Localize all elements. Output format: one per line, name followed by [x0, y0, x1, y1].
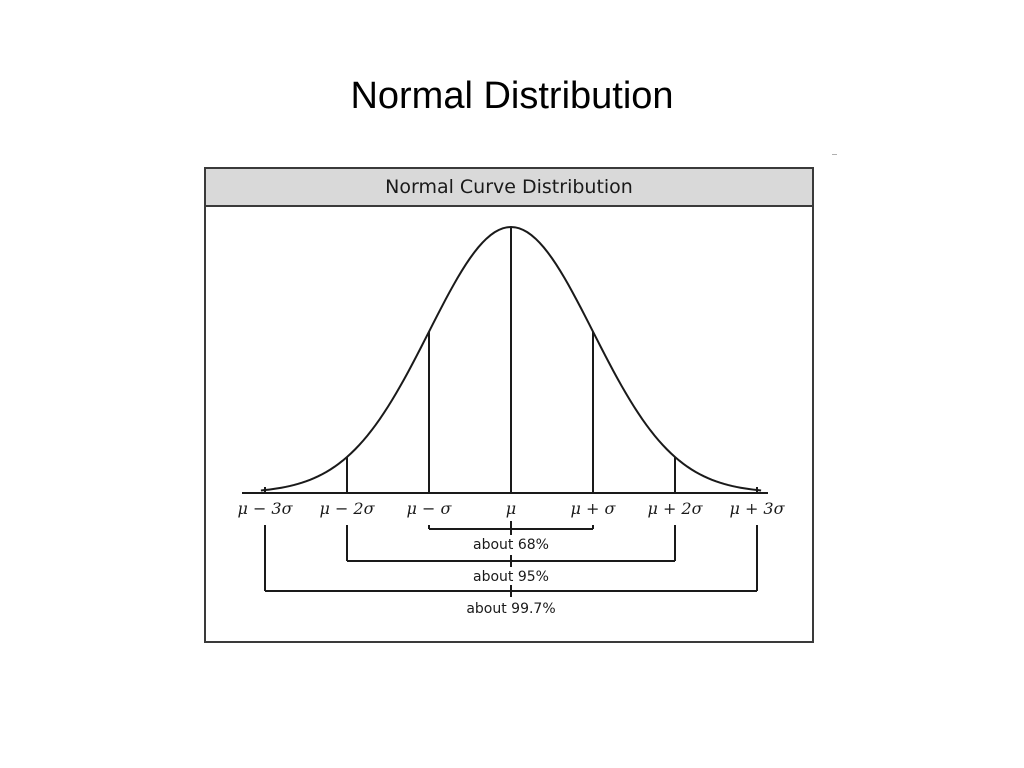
bracket-layer: about 68% about 95% about 99.7%: [264, 521, 758, 617]
axis-label: μ + σ: [571, 499, 617, 518]
axis-layer: [242, 227, 768, 494]
figure-frame: Normal Curve Distribution μ − 3σ μ − 2σ μ …: [204, 167, 814, 643]
axis-label: μ + 3σ: [729, 499, 785, 518]
axis-label: μ − σ: [407, 499, 453, 518]
normal-curve-diagram: μ − 3σ μ − 2σ μ − σ μ μ + σ μ + 2σ μ + 3σ abou…: [237, 225, 786, 617]
interval-label: about 68%: [473, 537, 549, 553]
slide-title: Normal Distribution: [350, 75, 674, 117]
axis-label: μ + 2σ: [647, 499, 703, 518]
corner-mark: [832, 154, 837, 155]
label-layer: μ − 3σ μ − 2σ μ − σ μ μ + σ μ + 2σ μ + 3σ: [237, 499, 785, 518]
interval-label: about 95%: [473, 569, 549, 585]
axis-label: μ − 2σ: [319, 499, 375, 518]
axis-label: μ: [506, 499, 516, 518]
axis-label: μ − 3σ: [237, 499, 293, 518]
interval-label: about 99.7%: [466, 601, 555, 617]
figure-header: Normal Curve Distribution: [206, 169, 812, 207]
